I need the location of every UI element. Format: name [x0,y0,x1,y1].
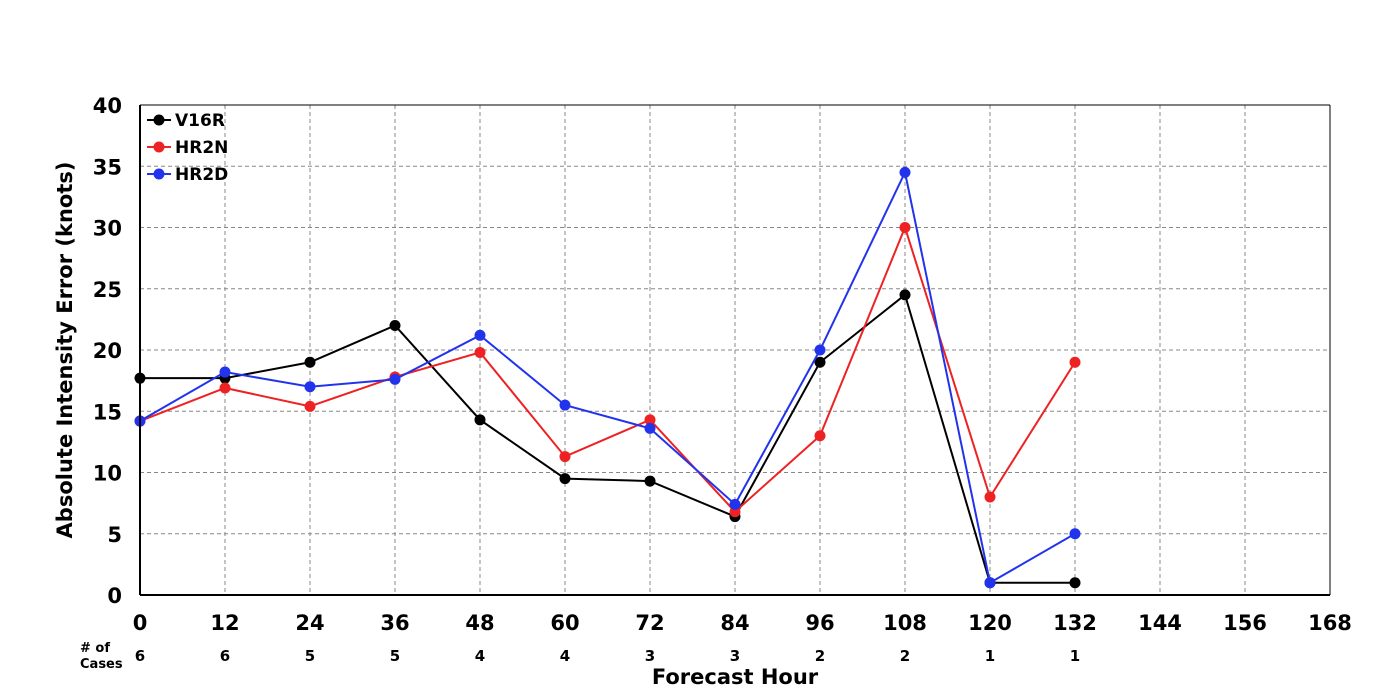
y-tick-label: 40 [93,94,122,118]
x-tick-label: 12 [210,611,239,635]
legend-label: V16R [175,111,225,131]
data-point-hr2n [1069,356,1081,368]
series-hr2d [134,166,1081,589]
data-point-hr2d [814,344,826,356]
y-tick-label: 5 [107,523,122,547]
y-axis-title: Absolute Intensity Error (knots) [53,162,77,539]
x-axis-title: Forecast Hour [652,665,819,689]
data-point-v16r [389,320,401,331]
data-point-hr2n [644,414,656,426]
case-count: 5 [390,647,400,665]
data-point-hr2n [899,222,911,233]
cases-title-line2: Cases [80,657,123,672]
x-tick-label: 60 [550,611,579,635]
y-tick-label: 15 [93,400,122,424]
data-point-hr2d [559,399,571,411]
y-tick-label: 20 [93,339,122,363]
case-count: 6 [135,647,145,665]
y-tick-label: 25 [93,278,122,302]
legend-label: HR2D [175,165,228,185]
data-point-v16r [559,473,571,485]
case-count: 3 [645,647,655,665]
legend-label: HR2N [175,138,228,158]
legend-marker [153,114,165,126]
legend-marker [153,168,165,180]
x-tick-label: 72 [635,611,664,635]
data-point-v16r [814,356,826,368]
x-tick-label: 120 [968,611,1012,635]
data-point-hr2d [389,373,401,385]
series-hr2n [134,222,1081,518]
series-line-v16r [140,293,1075,584]
series-line-hr2n [139,224,1076,514]
y-axis-ticks: 0 5 10 15 20 25 30 35 40 [93,94,122,608]
case-count: 2 [900,647,910,665]
y-tick-label: 0 [107,584,122,608]
case-count: 5 [305,647,315,665]
x-tick-label: 144 [1138,611,1182,635]
x-tick-label: 156 [1223,611,1267,635]
data-point-hr2d [474,329,486,341]
case-count: 1 [1070,647,1080,665]
data-point-hr2n [984,491,996,503]
x-tick-label: 36 [380,611,409,635]
x-tick-label: 108 [883,611,927,635]
case-count: 6 [220,647,230,665]
x-axis-ticks: 0 12 24 36 48 60 72 84 96 108 120 132 144 156 168 [133,611,1352,635]
series-v16r [134,289,1081,589]
legend-entry-hr2d: HR2D [147,165,228,185]
data-point-hr2n [219,382,231,394]
data-point-hr2d [644,422,656,434]
legend-marker [153,141,165,153]
data-point-hr2n [814,430,826,442]
case-count: 2 [815,647,825,665]
data-point-hr2d [984,577,996,589]
case-count: 4 [560,647,570,665]
data-point-v16r [304,356,316,368]
x-tick-label: 24 [295,611,324,635]
data-point-hr2d [1069,528,1081,540]
case-counts: # of Cases 6 6 5 5 4 4 3 3 2 2 1 1 [80,641,1080,672]
y-tick-label: 30 [93,217,122,241]
case-count: 4 [475,647,485,665]
cases-title-line1: # of [80,641,110,656]
y-tick-label: 35 [93,155,122,179]
x-tick-label: 84 [720,611,749,635]
y-tick-label: 10 [93,462,122,486]
series-line-hr2d [139,169,1076,585]
x-tick-label: 48 [465,611,494,635]
data-series [134,166,1081,589]
data-point-v16r [474,414,486,426]
data-point-v16r [899,289,911,301]
legend: V16R HR2N HR2D [147,111,228,185]
x-tick-label: 132 [1053,611,1097,635]
plot-frame [139,104,1331,596]
data-point-hr2n [559,451,571,463]
data-point-v16r [644,475,656,487]
data-point-hr2d [304,381,316,393]
legend-entry-v16r: V16R [147,111,225,131]
data-point-v16r [1069,577,1081,589]
x-tick-label: 168 [1308,611,1352,635]
case-count: 3 [730,647,740,665]
data-point-hr2n [474,346,486,358]
data-point-hr2d [729,498,741,510]
data-point-hr2n [304,400,316,412]
legend-entry-hr2n: HR2N [147,138,228,158]
x-tick-label: 0 [133,611,148,635]
case-count: 1 [985,647,995,665]
data-point-hr2d [899,166,911,178]
data-point-hr2d [219,366,231,378]
x-tick-label: 96 [805,611,834,635]
